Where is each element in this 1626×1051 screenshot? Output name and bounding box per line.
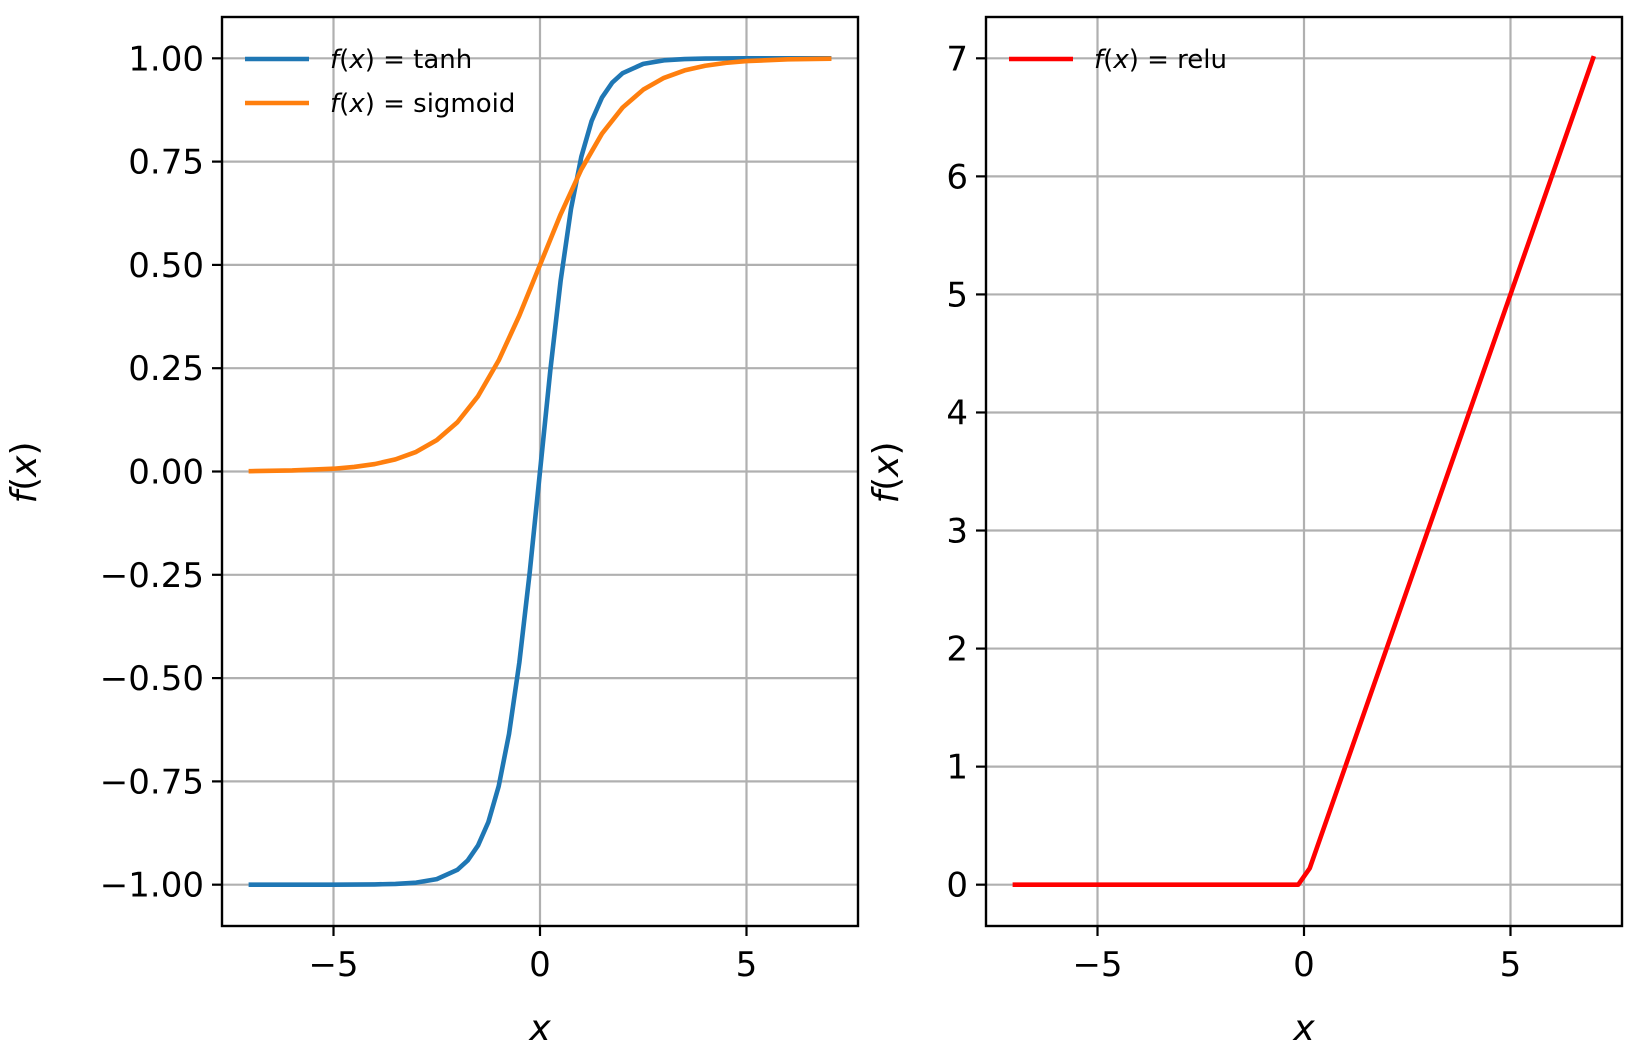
series-line-1 [248, 56, 832, 887]
y-tick-label: 0.25 [128, 349, 204, 389]
y-tick-label: 7 [946, 39, 968, 79]
x-tick-label: 0 [1293, 945, 1315, 985]
legend-label: f(x) = relu [1094, 45, 1227, 75]
chart-panel-1: −5 0 5 −1.00 −0.75 −0.50 −0.25 0.00 0.25 0.50 0.75… [4, 15, 860, 1049]
series-line-2 [248, 56, 832, 474]
y-tick-label: 6 [946, 157, 968, 197]
y-tick-label: 1.00 [128, 39, 204, 79]
y-tick-label: 1 [946, 748, 968, 788]
y-tick-label: 5 [946, 275, 968, 315]
x-axis-label: x [528, 1008, 551, 1049]
y-tick-label: −0.50 [100, 659, 204, 699]
x-tick-label: −5 [1072, 945, 1122, 985]
y-tick-label: 3 [946, 512, 968, 552]
legend-label: f(x) = tanh [330, 45, 472, 75]
y-tick-label: −0.75 [100, 762, 204, 802]
y-tick-label: −0.25 [100, 556, 204, 596]
legend-label: f(x) = sigmoid [330, 89, 515, 119]
x-tick-label: 0 [529, 945, 551, 985]
y-axis-label: f(x) [4, 441, 45, 503]
y-tick-label: 0.50 [128, 246, 204, 286]
y-axis-label: f(x) [866, 441, 907, 503]
series-line-1 [1012, 55, 1597, 887]
chart-panel-2: −5 0 5 0 1 2 3 4 5 6 7 x f(x) f(x) = relu [866, 15, 1624, 1049]
y-tick-label: 2 [946, 630, 968, 670]
y-tick-label: 0 [946, 866, 968, 906]
y-tick-label: 4 [946, 393, 968, 433]
x-axis-label: x [1292, 1008, 1315, 1049]
y-tick-label: 0.75 [128, 143, 204, 183]
x-tick-label: 5 [736, 945, 758, 985]
x-tick-label: 5 [1500, 945, 1522, 985]
y-tick-label: −1.00 [100, 866, 204, 906]
y-tick-label: 0.00 [128, 453, 204, 493]
x-tick-label: −5 [308, 945, 358, 985]
